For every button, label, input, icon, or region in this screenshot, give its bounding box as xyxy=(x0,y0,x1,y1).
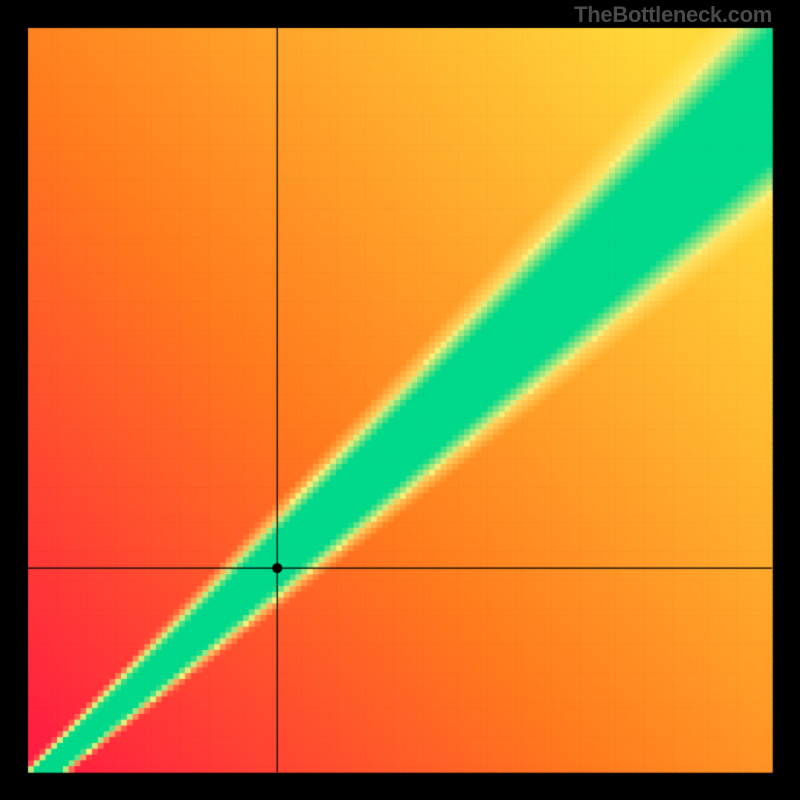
watermark-text: TheBottleneck.com xyxy=(574,2,772,28)
heatmap-canvas xyxy=(0,0,800,800)
chart-container: TheBottleneck.com xyxy=(0,0,800,800)
watermark-label: TheBottleneck.com xyxy=(574,2,772,27)
